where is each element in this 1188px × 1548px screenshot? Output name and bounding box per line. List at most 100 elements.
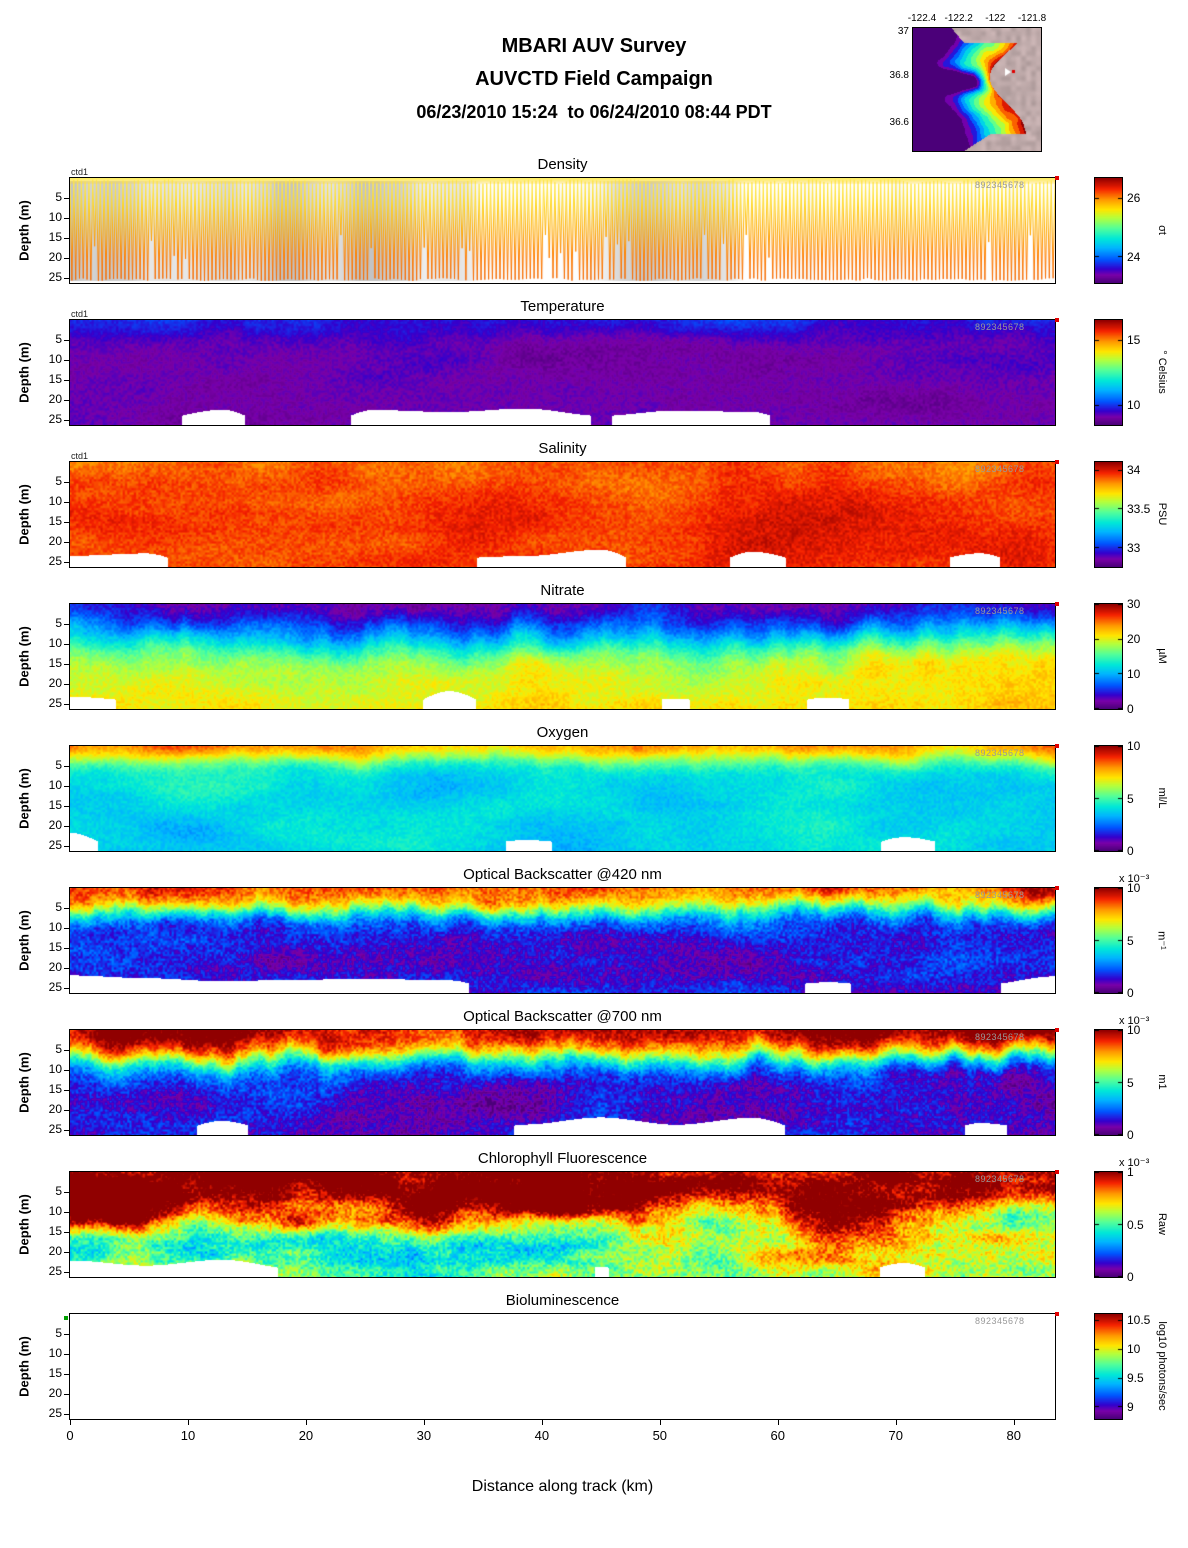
y-tick-mark — [64, 1393, 69, 1395]
y-tick-label: 20 — [48, 249, 62, 264]
y-tick-label: 5 — [55, 757, 62, 772]
temperature-colorbar-canvas — [1095, 320, 1122, 425]
colorbar-tick-label: 10 — [1127, 398, 1141, 413]
x-tick-mark — [187, 1420, 189, 1425]
track-end-marker — [1055, 460, 1059, 464]
y-tick-mark — [64, 663, 69, 665]
colorbar-density — [1094, 177, 1123, 284]
y-axis-label: Depth (m) — [16, 625, 32, 687]
y-tick-label: 15 — [48, 1223, 62, 1238]
y-tick-label: 5 — [55, 1325, 62, 1340]
y-tick-mark — [64, 1109, 69, 1111]
y-tick-label: 25 — [48, 1405, 62, 1420]
x-tick-label: 20 — [298, 1428, 314, 1443]
track-end-marker — [1055, 1028, 1059, 1032]
x-tick-mark — [305, 1420, 307, 1425]
y-tick-mark — [64, 987, 69, 989]
map-lon-tick: -122 — [985, 13, 1006, 24]
y-tick-mark — [64, 1129, 69, 1131]
y-tick-label: 15 — [48, 655, 62, 670]
colorbar-tick-label: 10 — [1127, 667, 1141, 681]
plot-area-salinity — [69, 461, 1056, 568]
colorbar-tick-label: 33.5 — [1127, 501, 1151, 516]
panel-title-bioluminescence: Bioluminescence — [505, 1292, 620, 1309]
optical-backscatter-700-nm-heatmap-canvas — [70, 1030, 1055, 1135]
y-axis-label: Depth (m) — [16, 1193, 32, 1255]
panel-title-temperature: Temperature — [520, 298, 605, 315]
y-tick-mark — [64, 237, 69, 239]
y-tick-label: 15 — [48, 1365, 62, 1380]
colorbar-optical-backscatter-700-nm — [1094, 1029, 1123, 1136]
nitrate-colorbar-canvas — [1095, 604, 1122, 709]
y-axis-label: Depth (m) — [16, 1051, 32, 1113]
colorbar-tick-label: 5 — [1127, 1075, 1134, 1090]
plot-area-optical-backscatter-420-nm — [69, 887, 1056, 994]
colorbar-tick-label: 10 — [1127, 739, 1141, 753]
y-tick-label: 10 — [48, 1203, 62, 1218]
y-tick-mark — [64, 1231, 69, 1233]
x-tick-mark — [423, 1420, 425, 1425]
y-tick-mark — [64, 805, 69, 807]
y-tick-mark — [64, 1353, 69, 1355]
x-axis-label: Distance along track (km) — [471, 1478, 654, 1495]
track-end-marker — [1055, 744, 1059, 748]
instrument-label: ctd1 — [71, 451, 89, 461]
y-tick-label: 10 — [48, 777, 62, 792]
colorbar-bioluminescence — [1094, 1313, 1123, 1420]
bioluminescence-heatmap-canvas — [70, 1314, 1055, 1419]
y-tick-mark — [64, 541, 69, 543]
y-tick-mark — [64, 1413, 69, 1415]
y-tick-mark — [64, 481, 69, 483]
y-tick-mark — [64, 197, 69, 199]
y-tick-label: 25 — [48, 1263, 62, 1278]
y-tick-label: 25 — [48, 553, 62, 568]
y-tick-mark — [64, 623, 69, 625]
instrument-label: ctd1 — [71, 309, 89, 319]
y-tick-label: 20 — [48, 1243, 62, 1258]
y-tick-mark — [64, 845, 69, 847]
oxygen-heatmap-canvas — [70, 746, 1055, 851]
colorbar-tick-label: 0 — [1127, 1270, 1134, 1284]
track-start-marker — [64, 1316, 68, 1320]
oxygen-colorbar-canvas — [1095, 746, 1122, 851]
x-tick-mark — [541, 1420, 543, 1425]
y-tick-label: 10 — [48, 1061, 62, 1076]
figure-title: MBARI AUV Survey — [501, 35, 687, 57]
colorbar-tick-label: 33 — [1127, 540, 1141, 555]
colorbar-oxygen — [1094, 745, 1123, 852]
waypoint-markers: 8 9 2 3 4 5 6 7 8 — [975, 322, 1024, 332]
x-tick-mark — [777, 1420, 779, 1425]
track-end-marker — [1055, 318, 1059, 322]
y-tick-mark — [64, 277, 69, 279]
temperature-heatmap-canvas — [70, 320, 1055, 425]
y-tick-mark — [64, 1191, 69, 1193]
panel-title-optical-backscatter-700-nm: Optical Backscatter @700 nm — [463, 1008, 662, 1025]
track-end-marker — [1055, 886, 1059, 890]
y-axis-label: Depth (m) — [16, 483, 32, 545]
y-tick-mark — [64, 927, 69, 929]
map-lat-tick: 36.6 — [889, 117, 909, 129]
salinity-heatmap-canvas — [70, 462, 1055, 567]
waypoint-markers: 8 9 2 3 4 5 6 7 8 — [975, 1032, 1024, 1042]
chlorophyll-fluorescence-colorbar-canvas — [1095, 1172, 1122, 1277]
map-inset: -122.4 -122.2 -122 -121.8 37 36.8 36.6 — [890, 13, 1046, 152]
colorbar-tick-label: 0 — [1127, 702, 1134, 716]
density-colorbar-canvas — [1095, 178, 1122, 283]
colorbar-tick-label: 10.5 — [1127, 1312, 1151, 1327]
colorbar-tick-label: 0.5 — [1127, 1217, 1144, 1232]
x-tick-label: 70 — [888, 1428, 903, 1443]
colorbar-tick-label: 0 — [1127, 1128, 1134, 1142]
y-tick-mark — [64, 399, 69, 401]
y-axis-label: Depth (m) — [16, 909, 32, 971]
colorbar-tick-label: 5 — [1127, 933, 1134, 948]
y-tick-label: 25 — [48, 269, 62, 284]
y-tick-label: 5 — [55, 615, 62, 630]
colorbar-tick-label: 10 — [1127, 1023, 1141, 1037]
map-lat-tick: 36.8 — [889, 69, 909, 81]
y-tick-mark — [64, 561, 69, 563]
colorbar-unit-label: log10 photons/sec — [1156, 1320, 1168, 1411]
colorbar-temperature — [1094, 319, 1123, 426]
y-tick-mark — [64, 643, 69, 645]
waypoint-markers: 8 9 2 3 4 5 6 7 8 — [975, 748, 1024, 758]
y-tick-mark — [64, 1271, 69, 1273]
